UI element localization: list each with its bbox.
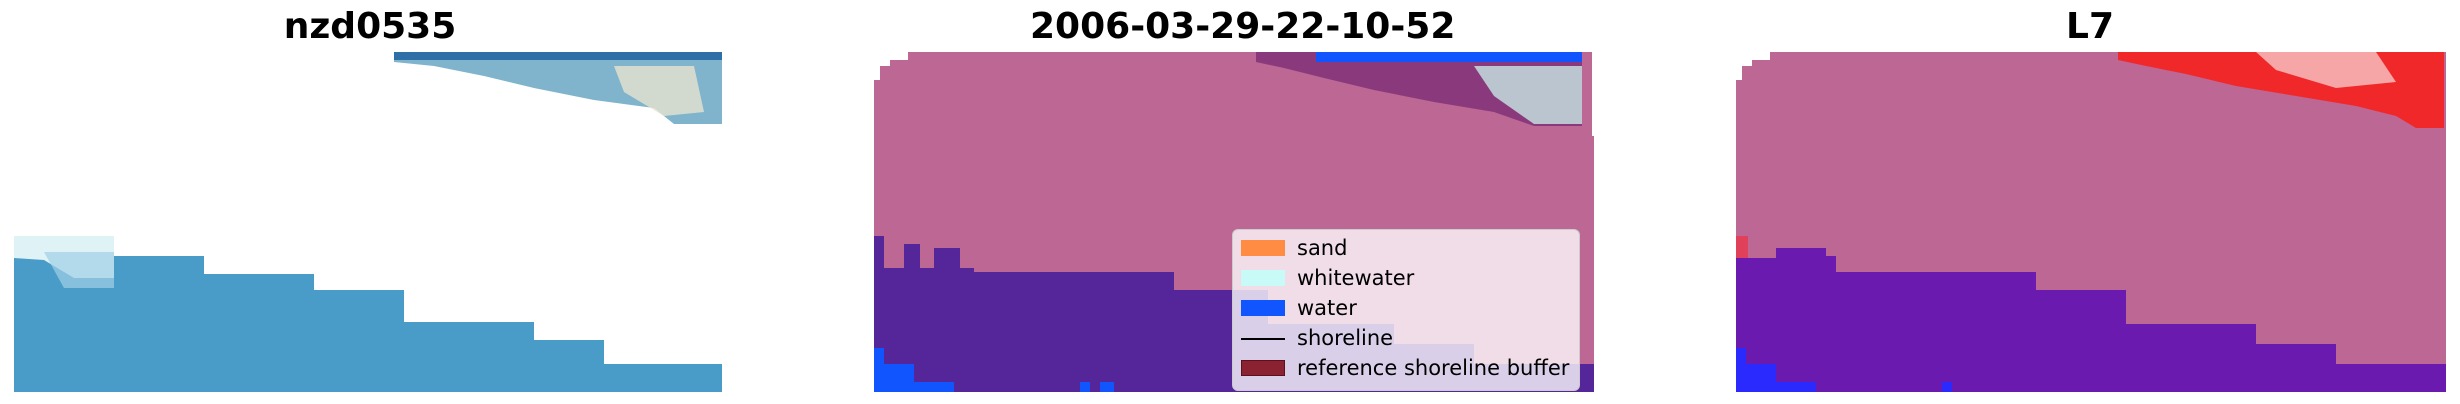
legend: sand whitewater water shoreline referenc… xyxy=(1232,229,1580,391)
panel-title-rgb: nzd0535 xyxy=(283,6,457,47)
classification-surf-top xyxy=(1474,66,1582,124)
legend-item-water: water xyxy=(1233,294,1579,324)
rgb-image-whitewater-fade xyxy=(44,252,114,288)
reference-buffer-swatch xyxy=(1241,360,1285,376)
l7-water-region xyxy=(1736,236,2446,392)
legend-item-reference-buffer: reference shoreline buffer xyxy=(1233,354,1579,384)
legend-item-whitewater: whitewater xyxy=(1233,264,1579,294)
sand-swatch xyxy=(1241,240,1285,256)
rgb-image-water-block xyxy=(14,236,722,392)
rgb-image-surf-patch xyxy=(614,66,704,116)
classification-water-bits xyxy=(1080,382,1090,392)
panel-title-classification: 2006-03-29-22-10-52 xyxy=(1030,6,1456,47)
l7-blue-corner xyxy=(1736,348,1816,392)
legend-label-water: water xyxy=(1297,296,1357,320)
classification-water-bottom xyxy=(874,348,954,392)
classification-water-bits-2 xyxy=(1100,382,1114,392)
l7-panel xyxy=(1736,52,2446,392)
legend-item-shoreline: shoreline xyxy=(1233,324,1579,354)
water-swatch xyxy=(1241,300,1285,316)
rgb-image-top-band xyxy=(394,52,722,60)
whitewater-swatch xyxy=(1241,270,1285,286)
l7-buffer-highlight xyxy=(2256,52,2396,88)
l7-red-edge xyxy=(1736,236,1748,258)
legend-label-shoreline: shoreline xyxy=(1297,326,1394,350)
legend-label-sand: sand xyxy=(1297,236,1348,260)
legend-item-sand: sand xyxy=(1233,234,1579,264)
legend-label-whitewater: whitewater xyxy=(1297,266,1415,290)
panel-title-l7: L7 xyxy=(2066,6,2114,47)
legend-label-reference-buffer: reference shoreline buffer xyxy=(1297,356,1570,380)
shoreline-line-swatch xyxy=(1241,338,1285,340)
l7-blue-bit xyxy=(1942,382,1952,392)
classification-water-top xyxy=(1316,52,1582,62)
rgb-image-panel xyxy=(14,52,722,392)
